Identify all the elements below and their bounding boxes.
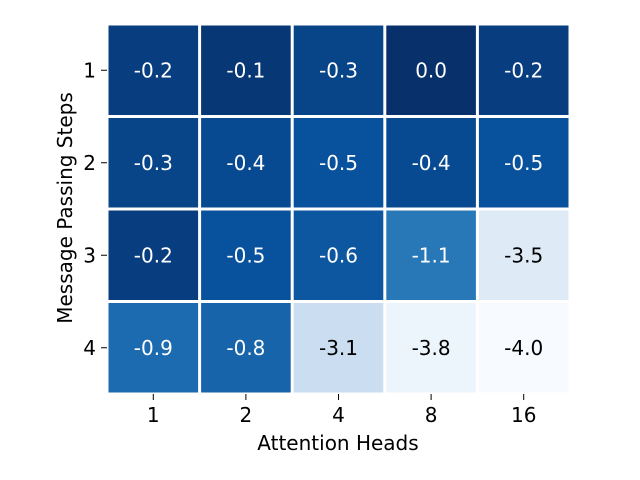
heatmap-cell	[386, 303, 476, 393]
heatmap-cell	[108, 303, 199, 393]
cell-value-label: -1.1	[412, 243, 451, 267]
cell-value-label: -0.4	[412, 151, 451, 175]
heatmap-cell	[386, 118, 476, 208]
heatmap-cell	[478, 303, 569, 393]
heatmap-cell	[201, 210, 291, 300]
cell-value-label: -0.8	[226, 336, 265, 360]
heatmap-cells	[108, 25, 569, 393]
x-tick-label: 4	[332, 403, 345, 427]
cell-value-label: -0.3	[319, 58, 358, 82]
cell-value-label: -0.9	[134, 336, 173, 360]
heatmap-cell	[293, 118, 384, 208]
y-tick-label: 2	[83, 151, 96, 175]
heatmap-cell	[386, 210, 476, 300]
cell-value-label: -0.2	[134, 58, 173, 82]
cell-value-label: -0.3	[134, 151, 173, 175]
heatmap-cell	[201, 303, 291, 393]
cell-value-label: -4.0	[504, 336, 543, 360]
x-tick-label: 1	[147, 403, 160, 427]
cell-value-label: -0.4	[226, 151, 265, 175]
cell-value-label: -0.5	[319, 151, 358, 175]
heatmap-cell	[478, 210, 569, 300]
cell-value-label: -3.8	[412, 336, 451, 360]
heatmap-cell	[201, 118, 291, 208]
heatmap-cell	[293, 303, 384, 393]
y-axis-title: Message Passing Steps	[53, 92, 77, 324]
cell-value-label: -0.2	[504, 58, 543, 82]
heatmap-cell-labels: -0.2 -0.1 -0.3 0.0 -0.2 -0.3 -0.4 -0.5 -0.4 -0.5 -…	[134, 58, 543, 360]
cell-value-label: -0.5	[226, 243, 265, 267]
x-tick-label: 8	[425, 403, 438, 427]
cell-value-label: -0.2	[134, 243, 173, 267]
heatmap-cell	[293, 25, 384, 115]
heatmap-cell	[201, 25, 291, 115]
cell-value-label: -3.5	[504, 243, 543, 267]
cell-value-label: 0.0	[415, 58, 447, 82]
y-axis-ticks: 1 2 3 4	[83, 58, 107, 360]
heatmap-cell	[108, 25, 199, 115]
heatmap-cell	[108, 118, 199, 208]
x-axis-ticks: 1 2 4 8 16	[147, 394, 536, 427]
x-tick-label: 16	[511, 403, 536, 427]
y-tick-label: 1	[83, 58, 96, 82]
heatmap-cell	[386, 25, 476, 115]
x-tick-label: 2	[240, 403, 253, 427]
cell-value-label: -0.6	[319, 243, 358, 267]
heatmap-cell	[478, 118, 569, 208]
x-axis-title: Attention Heads	[257, 431, 418, 455]
y-tick-label: 4	[83, 336, 96, 360]
y-tick-label: 3	[83, 243, 96, 267]
cell-value-label: -3.1	[319, 336, 358, 360]
heatmap-cell	[478, 25, 569, 115]
cell-value-label: -0.5	[504, 151, 543, 175]
heatmap-cell	[108, 210, 199, 300]
cell-value-label: -0.1	[226, 58, 265, 82]
heatmap-cell	[293, 210, 384, 300]
